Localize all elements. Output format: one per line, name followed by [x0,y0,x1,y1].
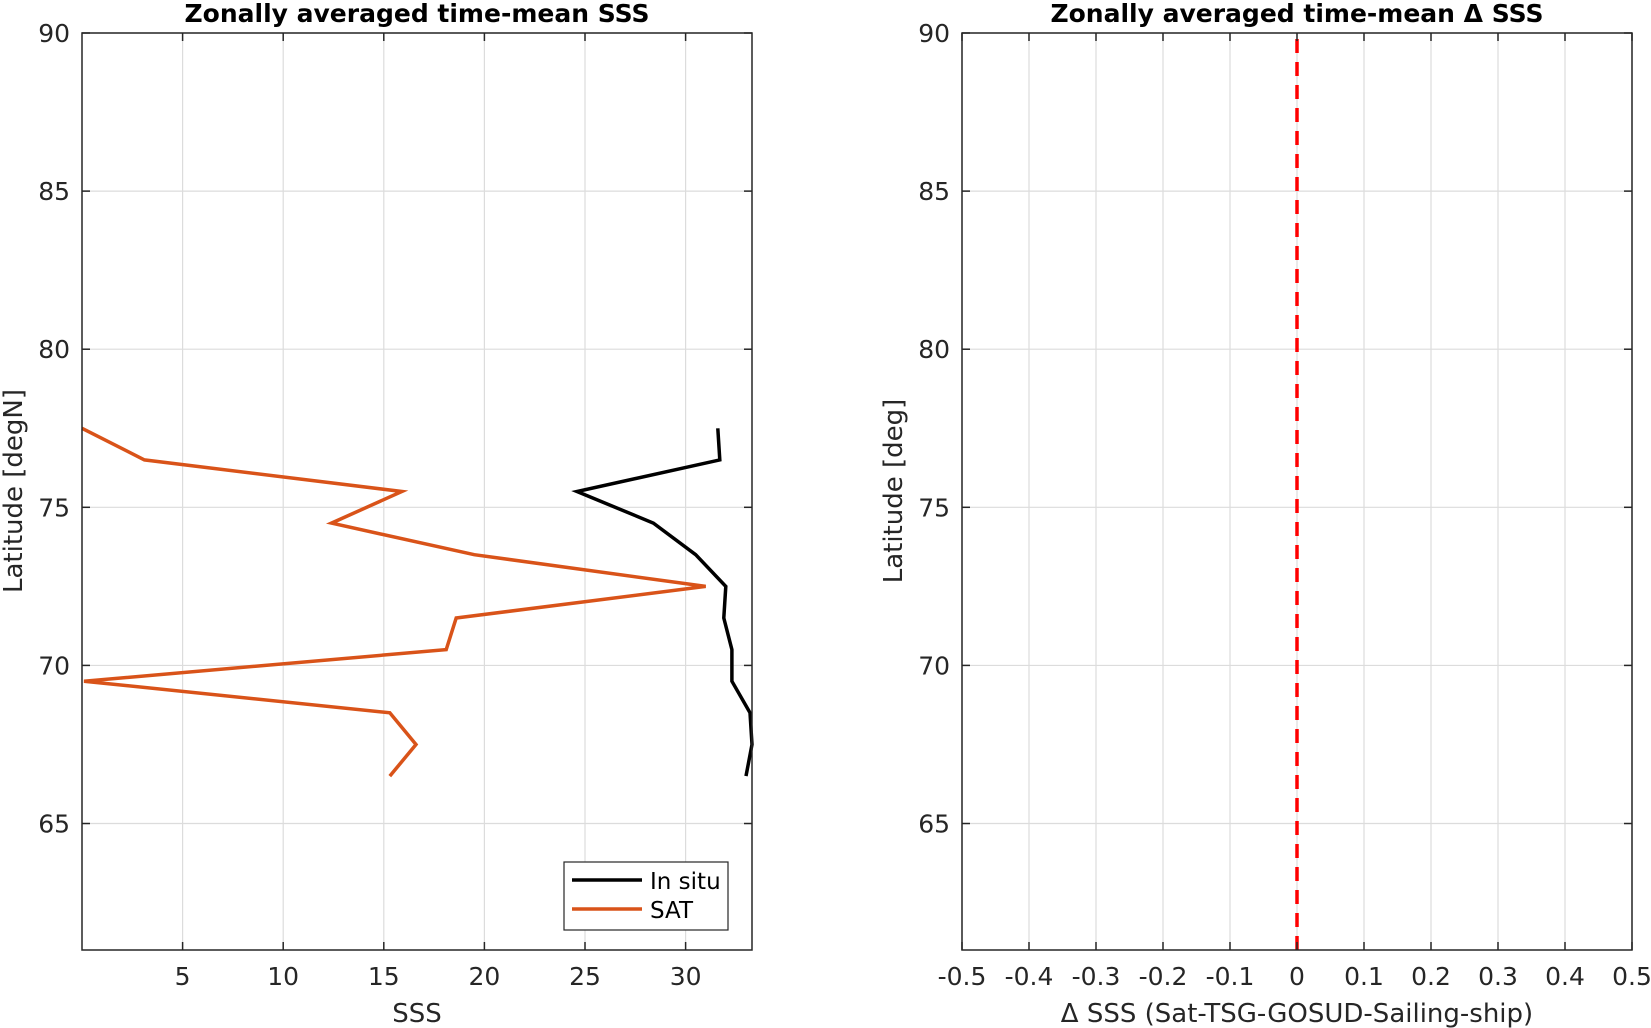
x-tick-label: 15 [368,962,400,991]
series-line-in-situ [571,428,754,777]
legend-label-sat: SAT [650,898,694,924]
x-axis-label: SSS [392,999,442,1028]
x-tick-label: 0.2 [1411,962,1451,991]
y-axis-label: Latitude [deg] [879,399,909,584]
ticks: 5 10 15 20 25 30 65 70 75 80 85 90 [38,19,752,991]
x-tick-label: 0.4 [1545,962,1585,991]
y-tick-label: 90 [38,19,70,48]
y-tick-label: 70 [918,651,950,680]
chart-sss: 5 10 15 20 25 30 65 70 75 80 85 90 Zonally averaged… [0,0,754,1028]
legend: In situ SAT [563,861,729,931]
x-tick-label: -0.5 [938,962,987,991]
legend-label-in-situ: In situ [650,869,721,895]
x-tick-label: -0.3 [1072,962,1121,991]
ticks: -0.5 -0.4 -0.3 -0.2 -0.1 0 0.1 0.2 0.3 0.4 0.5 65 70… [918,19,1651,991]
y-axis-label: Latitude [degN] [0,389,29,593]
y-tick-label: 85 [918,177,950,206]
x-axis-label: Δ SSS (Sat-TSG-GOSUD-Sailing-ship) [1061,999,1533,1028]
x-tick-label: -0.2 [1139,962,1188,991]
chart-delta-sss: -0.5 -0.4 -0.3 -0.2 -0.1 0 0.1 0.2 0.3 0.4 0.5 65 70… [879,0,1651,1028]
y-tick-label: 75 [38,493,70,522]
chart-title: Zonally averaged time-mean SSS [185,0,650,28]
x-tick-label: 5 [175,962,191,991]
x-tick-label: -0.1 [1206,962,1255,991]
y-tick-label: 75 [918,493,950,522]
x-tick-label: 0.1 [1344,962,1384,991]
y-tick-label: 70 [38,651,70,680]
legend-box [563,861,729,931]
x-tick-label: 20 [468,962,500,991]
x-tick-label: 0.3 [1478,962,1518,991]
series-group [81,426,754,778]
x-tick-label: 0.5 [1612,962,1651,991]
y-tick-label: 65 [918,810,950,839]
plot-area [82,33,752,950]
x-tick-label: 10 [267,962,299,991]
x-tick-label: 30 [670,962,702,991]
series-line-sat [81,426,706,778]
y-tick-label: 80 [918,335,950,364]
chart-title: Zonally averaged time-mean Δ SSS [1051,0,1544,28]
y-tick-label: 85 [38,177,70,206]
y-tick-label: 80 [38,335,70,364]
x-tick-label: 25 [569,962,601,991]
x-tick-label: 0 [1289,962,1305,991]
y-tick-label: 90 [918,19,950,48]
y-tick-label: 65 [38,810,70,839]
axes-box [81,32,753,951]
x-tick-label: -0.4 [1005,962,1054,991]
grid [82,32,752,950]
